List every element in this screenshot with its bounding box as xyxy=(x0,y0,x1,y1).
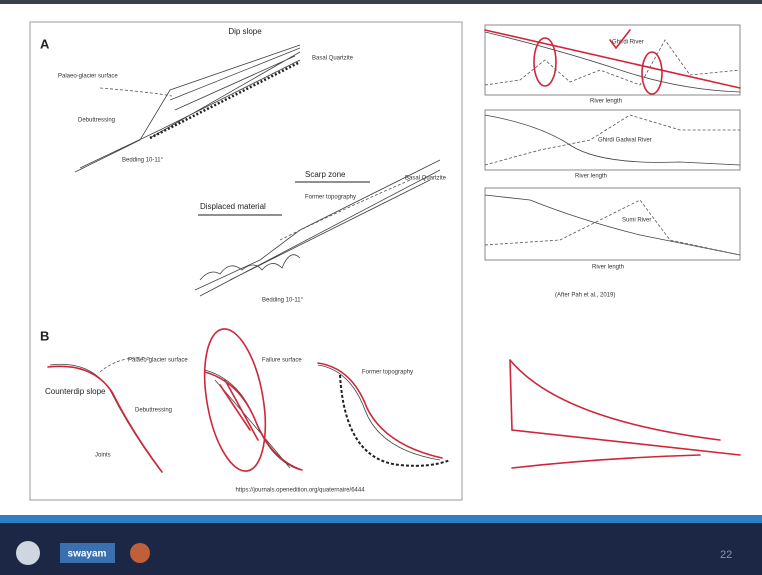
annotation xyxy=(642,52,662,94)
plot-frame xyxy=(485,25,740,95)
label: Debuttressing xyxy=(78,118,115,124)
label: Bedding 10-11° xyxy=(262,298,304,304)
label: Joints xyxy=(95,453,111,459)
axis-label: River length xyxy=(575,174,607,180)
label: Displaced material xyxy=(200,202,266,211)
river-label: Sumi River xyxy=(622,218,651,224)
slide: A Dip slope Palaeo-glacier surface Debut… xyxy=(0,0,762,575)
label: Basal Quartzite xyxy=(312,56,354,62)
page-number: 22 xyxy=(720,549,732,561)
profile-line xyxy=(485,40,740,85)
logo xyxy=(130,543,150,563)
label: Failure surface xyxy=(262,358,302,364)
annotation xyxy=(510,360,740,468)
label: Scarp zone xyxy=(305,170,346,179)
figure-frame xyxy=(30,22,462,500)
label: Bedding 10-11° xyxy=(122,158,164,164)
label: Debuttressing xyxy=(135,408,172,414)
top-band xyxy=(0,0,762,4)
profile-plots: Ghirdi River River length Ghirdi Gadwal … xyxy=(485,25,740,299)
panel-title: Dip slope xyxy=(228,27,262,36)
label: Palaeo-glacier surface xyxy=(128,358,188,364)
source-url: https://journals.openedition.org/quatern… xyxy=(235,488,365,494)
river-label: Ghirdi River xyxy=(612,40,644,46)
label: Counterdip slope xyxy=(45,387,106,396)
page: {"panel_a": {"label": "A", "title": "Dip… xyxy=(0,0,762,575)
axis-label: River length xyxy=(592,265,624,271)
label: Basal Quartzite xyxy=(405,176,447,182)
panel-label: A xyxy=(40,36,50,51)
label: Former topography xyxy=(305,195,356,201)
body: A Dip slope Palaeo-glacier surface Debut… xyxy=(0,0,762,575)
citation: (After Pah et al., 2019) xyxy=(555,293,615,299)
axis-label: River length xyxy=(590,99,622,105)
panel-label: B xyxy=(40,328,49,343)
plot-frame xyxy=(485,188,740,260)
logo xyxy=(16,541,40,565)
label: Former topography xyxy=(362,370,413,376)
logo-text: swayam xyxy=(68,549,107,560)
profile-line xyxy=(485,195,740,255)
river-label: Ghirdi Gadwal River xyxy=(598,138,652,144)
label: Palaeo-glacier surface xyxy=(58,74,118,80)
footer-stripe xyxy=(0,515,762,523)
